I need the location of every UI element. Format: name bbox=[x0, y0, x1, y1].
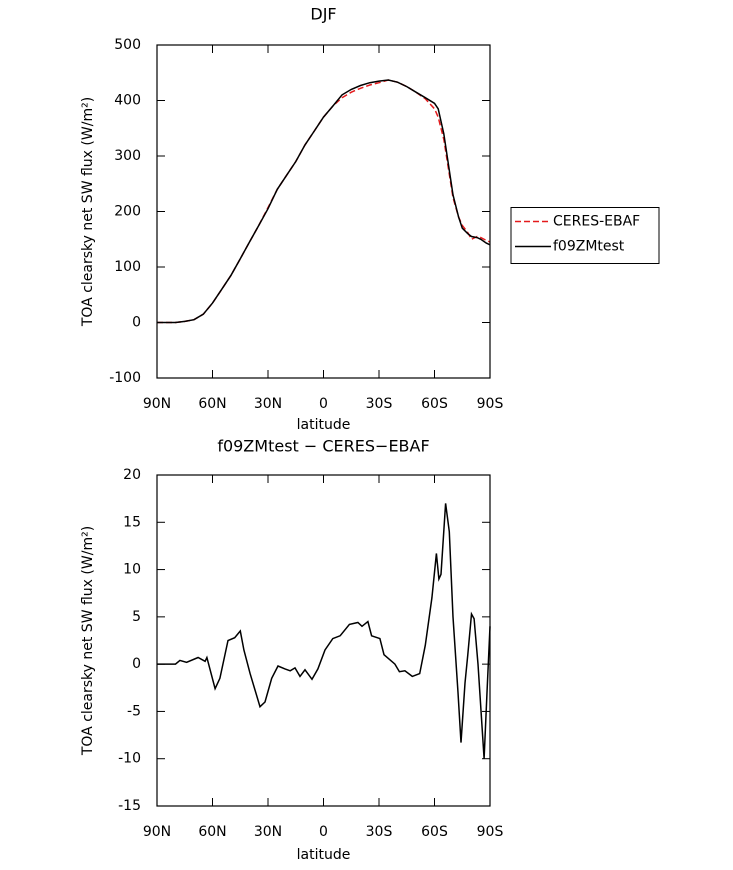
x-tick-label: 30S bbox=[366, 396, 393, 412]
y-tick-label: -5 bbox=[127, 703, 141, 719]
y-tick-label: 500 bbox=[114, 37, 141, 53]
y-axis-label: TOA clearsky net SW flux (W/m²) bbox=[80, 526, 96, 756]
y-tick-label: -15 bbox=[118, 798, 141, 814]
plot-frame bbox=[156, 44, 491, 379]
x-tick-label: 60S bbox=[421, 824, 448, 840]
data-line bbox=[157, 503, 491, 759]
y-tick-label: -100 bbox=[109, 370, 141, 386]
y-tick-label: 10 bbox=[123, 562, 141, 578]
legend-label: f09ZMtest bbox=[553, 239, 625, 255]
x-tick-label: 90S bbox=[477, 396, 504, 412]
legend-label: CERES-EBAF bbox=[553, 214, 640, 230]
y-tick-label: -10 bbox=[118, 751, 141, 767]
plot-frame bbox=[156, 474, 491, 807]
y-tick-label: 400 bbox=[114, 93, 141, 109]
y-tick-label: 5 bbox=[132, 609, 141, 625]
y-tick-label: 15 bbox=[123, 514, 141, 530]
x-tick-label: 60N bbox=[198, 824, 226, 840]
y-tick-label: 0 bbox=[132, 315, 141, 331]
y-tick-label: 20 bbox=[123, 467, 141, 483]
chart-title: DJF bbox=[310, 5, 336, 24]
x-tick-label: 30S bbox=[366, 824, 393, 840]
y-tick-label: 0 bbox=[132, 656, 141, 672]
y-tick-label: 300 bbox=[114, 148, 141, 164]
x-tick-label: 30N bbox=[254, 396, 282, 412]
x-tick-label: 60N bbox=[198, 396, 226, 412]
y-tick-label: 100 bbox=[114, 259, 141, 275]
legend-box bbox=[510, 207, 660, 264]
y-axis-label: TOA clearsky net SW flux (W/m²) bbox=[80, 97, 96, 327]
x-tick-label: 30N bbox=[254, 824, 282, 840]
x-tick-label: 60S bbox=[421, 396, 448, 412]
x-axis-label: latitude bbox=[297, 847, 351, 863]
data-line bbox=[157, 79, 491, 324]
x-tick-label: 90N bbox=[143, 396, 171, 412]
y-tick-label: 200 bbox=[114, 204, 141, 220]
x-axis-label: latitude bbox=[297, 417, 351, 433]
x-tick-label: 0 bbox=[319, 396, 328, 412]
x-tick-label: 0 bbox=[319, 824, 328, 840]
x-tick-label: 90N bbox=[143, 824, 171, 840]
x-tick-label: 90S bbox=[477, 824, 504, 840]
chart-title: f09ZMtest − CERES−EBAF bbox=[217, 437, 429, 456]
